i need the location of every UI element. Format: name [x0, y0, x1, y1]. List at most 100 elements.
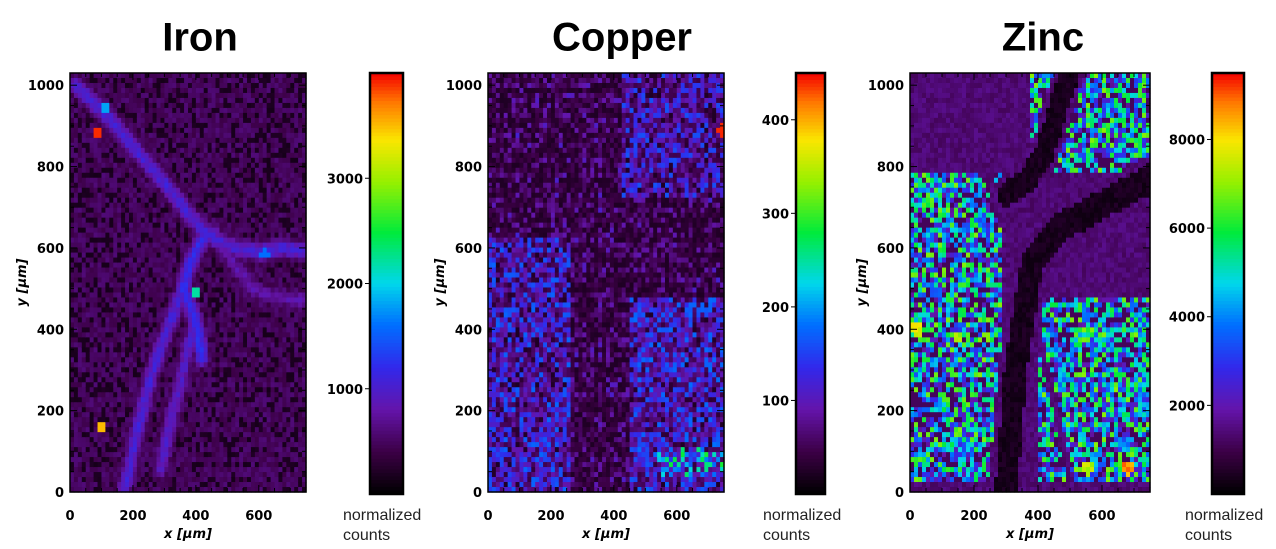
- heatmap-cell: [203, 417, 209, 423]
- heatmap-cell: [70, 202, 75, 209]
- heatmap-cell: [97, 292, 103, 299]
- heatmap-cell: [89, 207, 95, 214]
- heatmap-cell: [148, 127, 154, 134]
- heatmap-cell: [227, 357, 232, 363]
- heatmap-cell: [247, 212, 252, 219]
- heatmap-cell: [235, 92, 240, 99]
- heatmap-cell: [215, 107, 221, 114]
- heatmap-cell: [223, 142, 228, 149]
- heatmap-cell: [203, 487, 209, 493]
- heatmap-cell: [199, 73, 205, 79]
- heatmap-cell: [235, 272, 240, 279]
- heatmap-cell: [140, 132, 146, 139]
- heatmap-cell: [294, 287, 299, 294]
- heatmap-cell: [105, 112, 110, 119]
- heatmap-cell: [105, 137, 110, 144]
- heatmap-cell: [231, 442, 236, 448]
- heatmap-cell: [298, 232, 303, 239]
- heatmap-cell: [188, 437, 193, 443]
- heatmap-cell: [227, 102, 232, 109]
- heatmap-cell: [231, 132, 236, 139]
- heatmap-cell: [168, 322, 173, 328]
- heatmap-cell: [121, 142, 126, 149]
- heatmap-cell: [132, 412, 138, 418]
- heatmap-cell: [266, 147, 272, 154]
- heatmap-cell: [298, 392, 303, 398]
- heatmap-cell: [89, 277, 95, 284]
- heatmap-cell: [117, 112, 122, 119]
- heatmap-cell: [219, 272, 224, 279]
- heatmap-cell: [278, 332, 283, 338]
- heatmap-cell: [105, 472, 110, 478]
- heatmap-cell: [266, 457, 272, 463]
- heatmap-cell: [215, 362, 221, 368]
- heatmap-cell: [195, 167, 201, 174]
- heatmap-cell: [235, 477, 240, 483]
- heatmap-cell: [207, 332, 213, 338]
- heatmap-cell: [81, 487, 87, 493]
- heatmap-cell: [302, 112, 307, 119]
- heatmap-cell: [121, 172, 126, 179]
- heatmap-cell: [243, 212, 248, 219]
- heatmap-cell: [97, 307, 103, 314]
- heatmap-cell: [73, 227, 79, 234]
- heatmap-cell: [97, 73, 103, 79]
- heatmap-cell: [176, 157, 181, 164]
- heatmap-cell: [77, 197, 83, 204]
- heatmap-cell: [258, 482, 264, 488]
- heatmap-cell: [290, 107, 295, 114]
- heatmap-cell: [172, 112, 177, 119]
- heatmap-cell: [105, 202, 110, 209]
- heatmap-cell: [302, 117, 307, 124]
- heatmap-cell: [274, 297, 280, 304]
- heatmap-cell: [188, 362, 193, 368]
- heatmap-cell: [160, 152, 165, 159]
- heatmap-cell: [81, 482, 87, 488]
- heatmap-cell: [148, 92, 154, 99]
- heatmap-cell: [231, 157, 236, 164]
- heatmap-cell: [109, 267, 114, 274]
- heatmap-cell: [298, 467, 303, 473]
- heatmap-cell: [266, 382, 272, 388]
- heatmap-cell: [85, 107, 91, 114]
- heatmap-cell: [117, 322, 122, 328]
- heatmap-cell: [144, 182, 150, 189]
- heatmap-cell: [290, 157, 295, 164]
- heatmap-cell: [176, 367, 181, 373]
- heatmap-cell: [290, 282, 295, 289]
- heatmap-cell: [105, 397, 110, 403]
- heatmap-cell: [109, 207, 114, 214]
- heatmap-cell: [195, 377, 201, 383]
- heatmap-cell: [176, 342, 181, 348]
- heatmap-cell: [93, 462, 99, 468]
- heatmap-cell: [258, 442, 264, 448]
- heatmap-cell: [97, 352, 103, 358]
- heatmap-cell: [270, 282, 276, 289]
- heatmap-cell: [156, 472, 162, 478]
- heatmap-cell: [243, 367, 248, 373]
- heatmap-cell: [184, 427, 189, 433]
- heatmap-cell: [231, 392, 236, 398]
- heatmap-cell: [235, 242, 240, 249]
- heatmap-cell: [132, 122, 138, 129]
- heatmap-cell: [136, 467, 142, 473]
- heatmap-cell: [207, 262, 213, 269]
- heatmap-cell: [211, 182, 217, 189]
- heatmap-cell: [168, 447, 173, 453]
- heatmap-cell: [282, 442, 287, 448]
- heatmap-cell: [199, 317, 205, 324]
- heatmap-cell: [97, 362, 103, 368]
- heatmap-cell: [129, 422, 134, 428]
- heatmap-cell: [188, 407, 193, 413]
- heatmap-cell: [195, 362, 201, 368]
- heatmap-cell: [140, 187, 146, 194]
- heatmap-cell: [113, 162, 118, 169]
- heatmap-cell: [298, 97, 303, 104]
- heatmap-cell: [144, 272, 150, 279]
- heatmap-cell: [152, 302, 158, 309]
- heatmap-cell: [148, 482, 154, 488]
- heatmap-cell: [125, 147, 130, 154]
- heatmap-cell: [199, 422, 205, 428]
- heatmap-cell: [195, 477, 201, 483]
- heatmap-cell: [148, 242, 154, 249]
